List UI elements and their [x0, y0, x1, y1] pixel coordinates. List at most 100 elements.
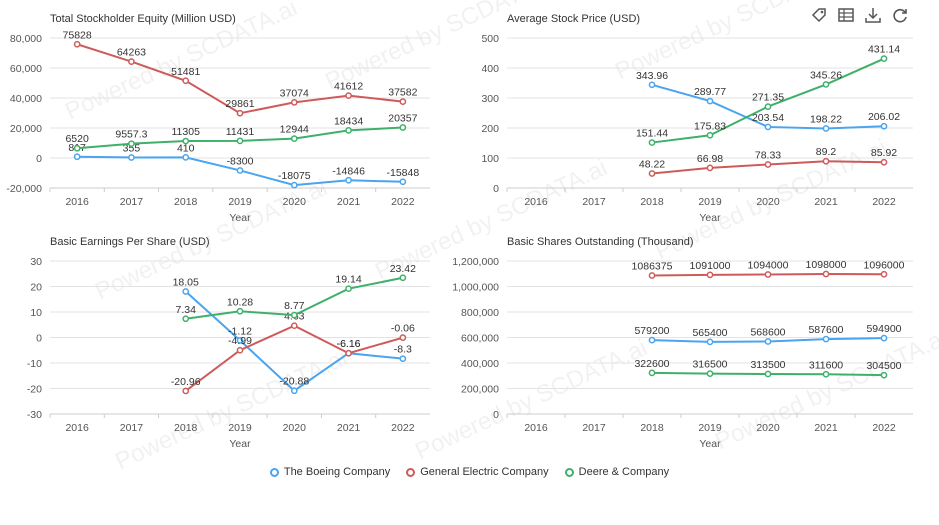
y-tick-label: 30 — [30, 256, 42, 268]
x-tick-label: 2016 — [65, 196, 89, 208]
x-tick-label: 2021 — [337, 422, 361, 434]
data-point — [764, 103, 772, 110]
data-label: 9557.3 — [115, 129, 147, 141]
x-tick-label: 2019 — [228, 422, 252, 434]
y-tick-label: 600,000 — [461, 333, 499, 345]
data-label: -8.3 — [394, 344, 412, 356]
x-tick-label: 2020 — [283, 422, 307, 434]
data-point — [706, 164, 714, 172]
legend-label: The Boeing Company — [283, 466, 391, 478]
data-label: 203.54 — [752, 112, 784, 124]
data-point — [764, 370, 772, 378]
legend-marker-icon — [269, 467, 279, 477]
data-label: 51481 — [171, 66, 200, 78]
y-tick-label: 10 — [30, 307, 42, 319]
chart-title: Total Stockholder Equity (Million USD) — [50, 13, 236, 25]
legend-item-boeing[interactable]: The Boeing Company — [269, 466, 391, 478]
data-point — [73, 144, 81, 152]
y-tick-label: 400,000 — [461, 358, 499, 370]
data-label: 271.35 — [752, 92, 784, 104]
series-deere-company: 322600 316500 313500 311600 304500 — [634, 358, 902, 379]
data-label: 594900 — [866, 323, 901, 335]
data-label: 175.83 — [694, 120, 726, 132]
y-tick-label: 60,000 — [10, 63, 42, 75]
legend-item-ge[interactable]: General Electric Company — [406, 466, 549, 478]
x-tick-label: 2019 — [698, 196, 722, 208]
data-point — [345, 349, 352, 357]
data-label: -0.06 — [391, 323, 415, 335]
data-label: 7.34 — [175, 304, 196, 316]
data-point — [648, 139, 656, 146]
tag-icon[interactable] — [810, 6, 828, 24]
data-point — [822, 370, 830, 378]
data-label: 37582 — [388, 87, 417, 99]
data-point — [290, 99, 298, 106]
data-point — [128, 58, 135, 65]
data-point — [236, 167, 244, 174]
x-tick-label: 2018 — [174, 196, 198, 208]
chart-panel-3: Basic Earnings Per Share (USD) -30 -20 -10 0… — [27, 236, 430, 450]
y-tick-label: 200 — [481, 123, 499, 135]
data-label: 18.05 — [173, 276, 199, 288]
x-tick-label: 2016 — [524, 196, 548, 208]
data-point — [880, 55, 888, 63]
series-the-boeing-company: 817355410-8300-18075-14846-15848 — [68, 142, 419, 189]
chart-panel-2: Average Stock Price (USD) 0 100 200 300 400 50… — [481, 13, 913, 224]
watermark-text: Powered by SCDATA.ai — [111, 344, 351, 475]
data-label: 565400 — [692, 327, 727, 339]
data-point — [880, 334, 888, 342]
data-label: 41612 — [334, 81, 363, 93]
data-label: 11431 — [226, 126, 255, 138]
x-tick-label: 2020 — [283, 196, 307, 208]
data-label: 1086375 — [632, 260, 673, 272]
y-tick-label: 0 — [493, 183, 499, 195]
data-label: -6.16 — [337, 338, 361, 350]
data-label: 311600 — [809, 359, 843, 371]
data-point — [648, 369, 656, 377]
data-label: -18075 — [278, 170, 311, 182]
data-point — [236, 307, 244, 315]
data-point — [880, 270, 888, 278]
y-tick-label: 400 — [481, 63, 499, 75]
refresh-icon[interactable] — [891, 6, 909, 24]
data-label: 8.77 — [284, 300, 305, 312]
data-point — [290, 322, 298, 330]
data-label: 1091000 — [690, 260, 731, 272]
y-tick-label: -20,000 — [6, 183, 42, 195]
data-point — [764, 161, 772, 168]
y-tick-label: 500 — [481, 33, 499, 45]
legend-label: General Electric Company — [420, 466, 549, 478]
x-tick-label: 2021 — [337, 196, 361, 208]
data-view-icon[interactable] — [837, 6, 855, 24]
x-tick-label: 2017 — [120, 422, 144, 434]
data-point — [822, 125, 830, 132]
data-label: 431.14 — [868, 44, 900, 56]
data-label: 1096000 — [864, 259, 905, 271]
data-label: 19.14 — [335, 274, 361, 286]
watermark-text: Powered by SCDATA.ai — [711, 324, 939, 455]
data-label: -6.16 — [337, 338, 361, 350]
data-point — [706, 370, 714, 377]
legend: The Boeing Company General Electric Comp… — [0, 466, 939, 478]
data-point — [822, 157, 830, 165]
data-label: 345.26 — [810, 69, 842, 81]
legend-marker-icon — [564, 467, 574, 477]
data-point — [73, 153, 81, 161]
series-deere-company: 6520 9557.3 11305 11431 12944 18434 20357 — [65, 112, 418, 152]
data-label: -1.12 — [228, 325, 252, 337]
x-tick-label: 2018 — [640, 422, 664, 434]
chart-panel-4: Basic Shares Outstanding (Thousand) 0 200,… — [452, 236, 913, 450]
y-tick-label: 200,000 — [461, 384, 499, 396]
legend-item-deere[interactable]: Deere & Company — [564, 466, 669, 478]
chart-title: Average Stock Price (USD) — [507, 13, 640, 25]
data-label: 78.33 — [755, 150, 781, 162]
download-icon[interactable] — [864, 6, 882, 24]
data-label: 206.02 — [868, 111, 900, 123]
data-label: -4.99 — [228, 335, 252, 347]
data-point — [182, 77, 190, 85]
data-point — [128, 140, 135, 148]
y-tick-label: 300 — [481, 93, 499, 105]
data-point — [182, 288, 190, 295]
data-label: 85.92 — [871, 147, 897, 159]
data-point — [236, 337, 244, 344]
